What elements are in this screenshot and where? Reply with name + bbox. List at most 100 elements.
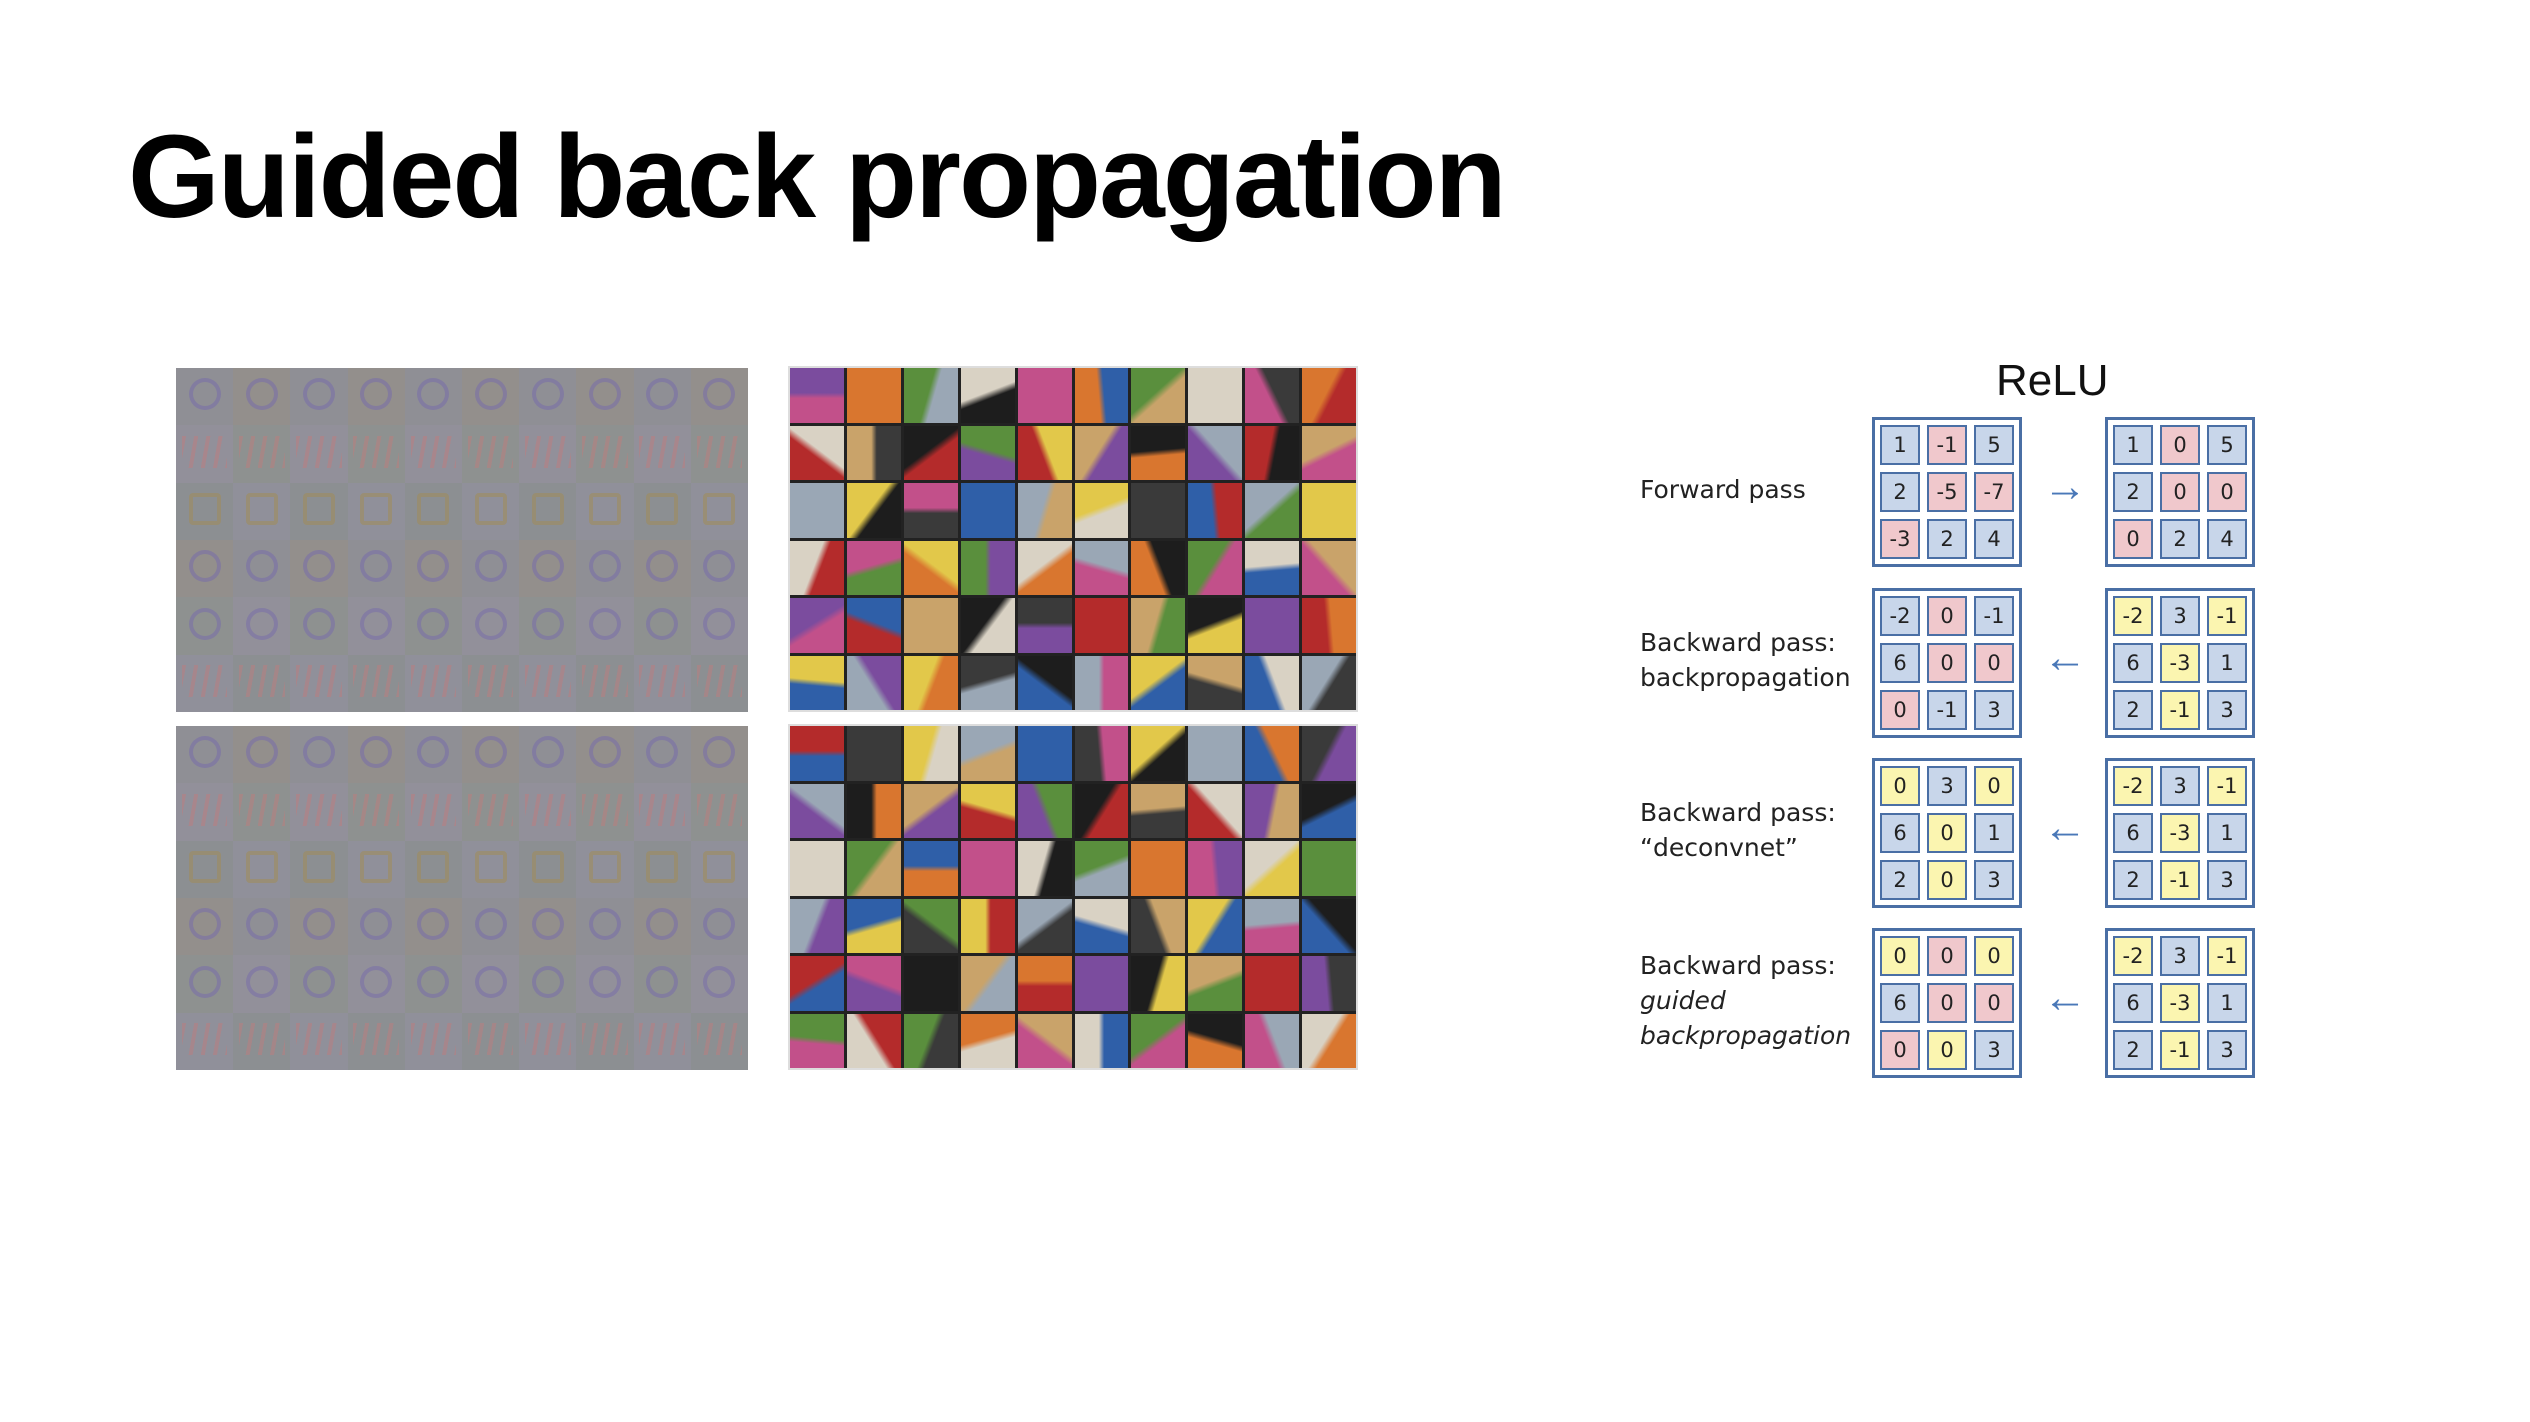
relu-right-matrix: -2 3 -1 6 -3 1 2 -1 3 (2105, 758, 2255, 908)
image-patch-tile (1131, 425, 1186, 480)
image-patches-top (788, 366, 1358, 712)
image-patch-tile (846, 1013, 901, 1068)
visualization-tile (690, 654, 748, 712)
relu-row-label: Backward pass: backpropagation (1640, 625, 1851, 695)
image-patch-tile (1074, 898, 1129, 953)
visualization-tile (519, 539, 577, 598)
matrix-cell: -2 (2113, 596, 2153, 636)
matrix-cell: 3 (1974, 690, 2014, 730)
visualization-tile (690, 726, 748, 784)
matrix-cell: 5 (1974, 425, 2014, 465)
image-patch-tile (1131, 956, 1186, 1011)
visualization-tile (176, 726, 234, 784)
matrix-cell: -3 (2160, 813, 2200, 853)
matrix-cell: 2 (2160, 519, 2200, 559)
image-patch-tile (1188, 598, 1243, 653)
image-patch-tile (1131, 783, 1186, 838)
matrix-cell: 5 (2207, 425, 2247, 465)
visualization-tile (404, 1012, 462, 1070)
image-patch-tile (903, 540, 958, 595)
image-patch-tile (1188, 956, 1243, 1011)
image-patch-tile (790, 898, 844, 953)
matrix-cell: 4 (1974, 519, 2014, 559)
relu-row-label-line: Backward pass: (1640, 628, 1836, 657)
image-patch-tile (1245, 540, 1300, 595)
relu-row-label-line: Backward pass: (1640, 950, 1836, 980)
visualization-tile (519, 1012, 577, 1070)
visualization-tile (347, 1012, 405, 1070)
image-patch-tile (960, 368, 1015, 423)
image-patch-tile (960, 540, 1015, 595)
image-patch-tile (1074, 540, 1129, 595)
visualization-tile (290, 783, 348, 841)
visualization-tile (176, 654, 234, 712)
matrix-cell: 6 (1880, 643, 1920, 683)
image-patch-tile (903, 425, 958, 480)
image-patch-tile (1302, 598, 1356, 653)
visualization-tile (462, 425, 520, 483)
matrix-cell: 3 (1974, 860, 2014, 900)
image-patch-tile (903, 956, 958, 1011)
visualization-tile (519, 482, 577, 540)
image-patch-tile (1131, 598, 1186, 653)
image-patch-tile (903, 783, 958, 838)
visualization-tile (576, 482, 634, 540)
matrix-cell: -3 (2160, 983, 2200, 1023)
relu-row-label-line: backpropagation (1640, 663, 1851, 692)
visualization-tile (690, 897, 748, 956)
matrix-cell: 0 (2160, 425, 2200, 465)
image-patch-tile (1074, 425, 1129, 480)
image-patch-tile (960, 483, 1015, 538)
matrix-cell: 2 (1880, 860, 1920, 900)
visualization-tile (176, 482, 234, 540)
image-patch-tile (1188, 540, 1243, 595)
visualization-tile (462, 597, 520, 655)
image-patch-tile (1017, 841, 1072, 896)
matrix-cell: 0 (2207, 472, 2247, 512)
visualization-tile (347, 840, 405, 898)
image-patch-tile (1302, 841, 1356, 896)
matrix-cell: 6 (2113, 983, 2153, 1023)
visualization-tile (462, 840, 520, 898)
visualization-tile (633, 539, 691, 598)
image-patch-tile (1302, 425, 1356, 480)
matrix-cell: 0 (1974, 766, 2014, 806)
matrix-cell: -1 (1927, 690, 1967, 730)
image-patch-tile (1245, 655, 1300, 710)
image-patch-tile (903, 898, 958, 953)
visualization-tile (462, 1012, 520, 1070)
image-patch-tile (1245, 1013, 1300, 1068)
matrix-cell: 1 (2113, 425, 2153, 465)
matrix-cell: -1 (2160, 690, 2200, 730)
matrix-cell: 1 (1880, 425, 1920, 465)
guided-backprop-visualizations-top (176, 368, 748, 712)
visualization-tile (290, 368, 348, 426)
matrix-cell: 2 (1880, 472, 1920, 512)
matrix-cell: 3 (2207, 1030, 2247, 1070)
visualization-tile (176, 955, 234, 1013)
image-patch-tile (1017, 425, 1072, 480)
relu-row-label-line: guided (1640, 985, 1726, 1015)
image-patch-tile (960, 841, 1015, 896)
visualization-tile (233, 726, 291, 784)
image-patch-tile (1131, 655, 1186, 710)
visualization-tile (462, 897, 520, 956)
visualization-tile (233, 368, 291, 426)
arrow-left-icon: ← (2043, 633, 2087, 682)
visualization-tile (576, 425, 634, 483)
visualization-tile (633, 425, 691, 483)
image-patch-tile (790, 425, 844, 480)
image-patch-tile (903, 726, 958, 781)
visualization-tile (176, 425, 234, 483)
visualization-tile (519, 726, 577, 784)
visualization-tile (233, 897, 291, 956)
image-patch-tile (1188, 425, 1243, 480)
visualization-tile (690, 368, 748, 426)
visualization-tile (519, 783, 577, 841)
visualization-tile (576, 1012, 634, 1070)
visualization-tile (233, 654, 291, 712)
image-patch-tile (903, 483, 958, 538)
image-patch-tile (846, 655, 901, 710)
